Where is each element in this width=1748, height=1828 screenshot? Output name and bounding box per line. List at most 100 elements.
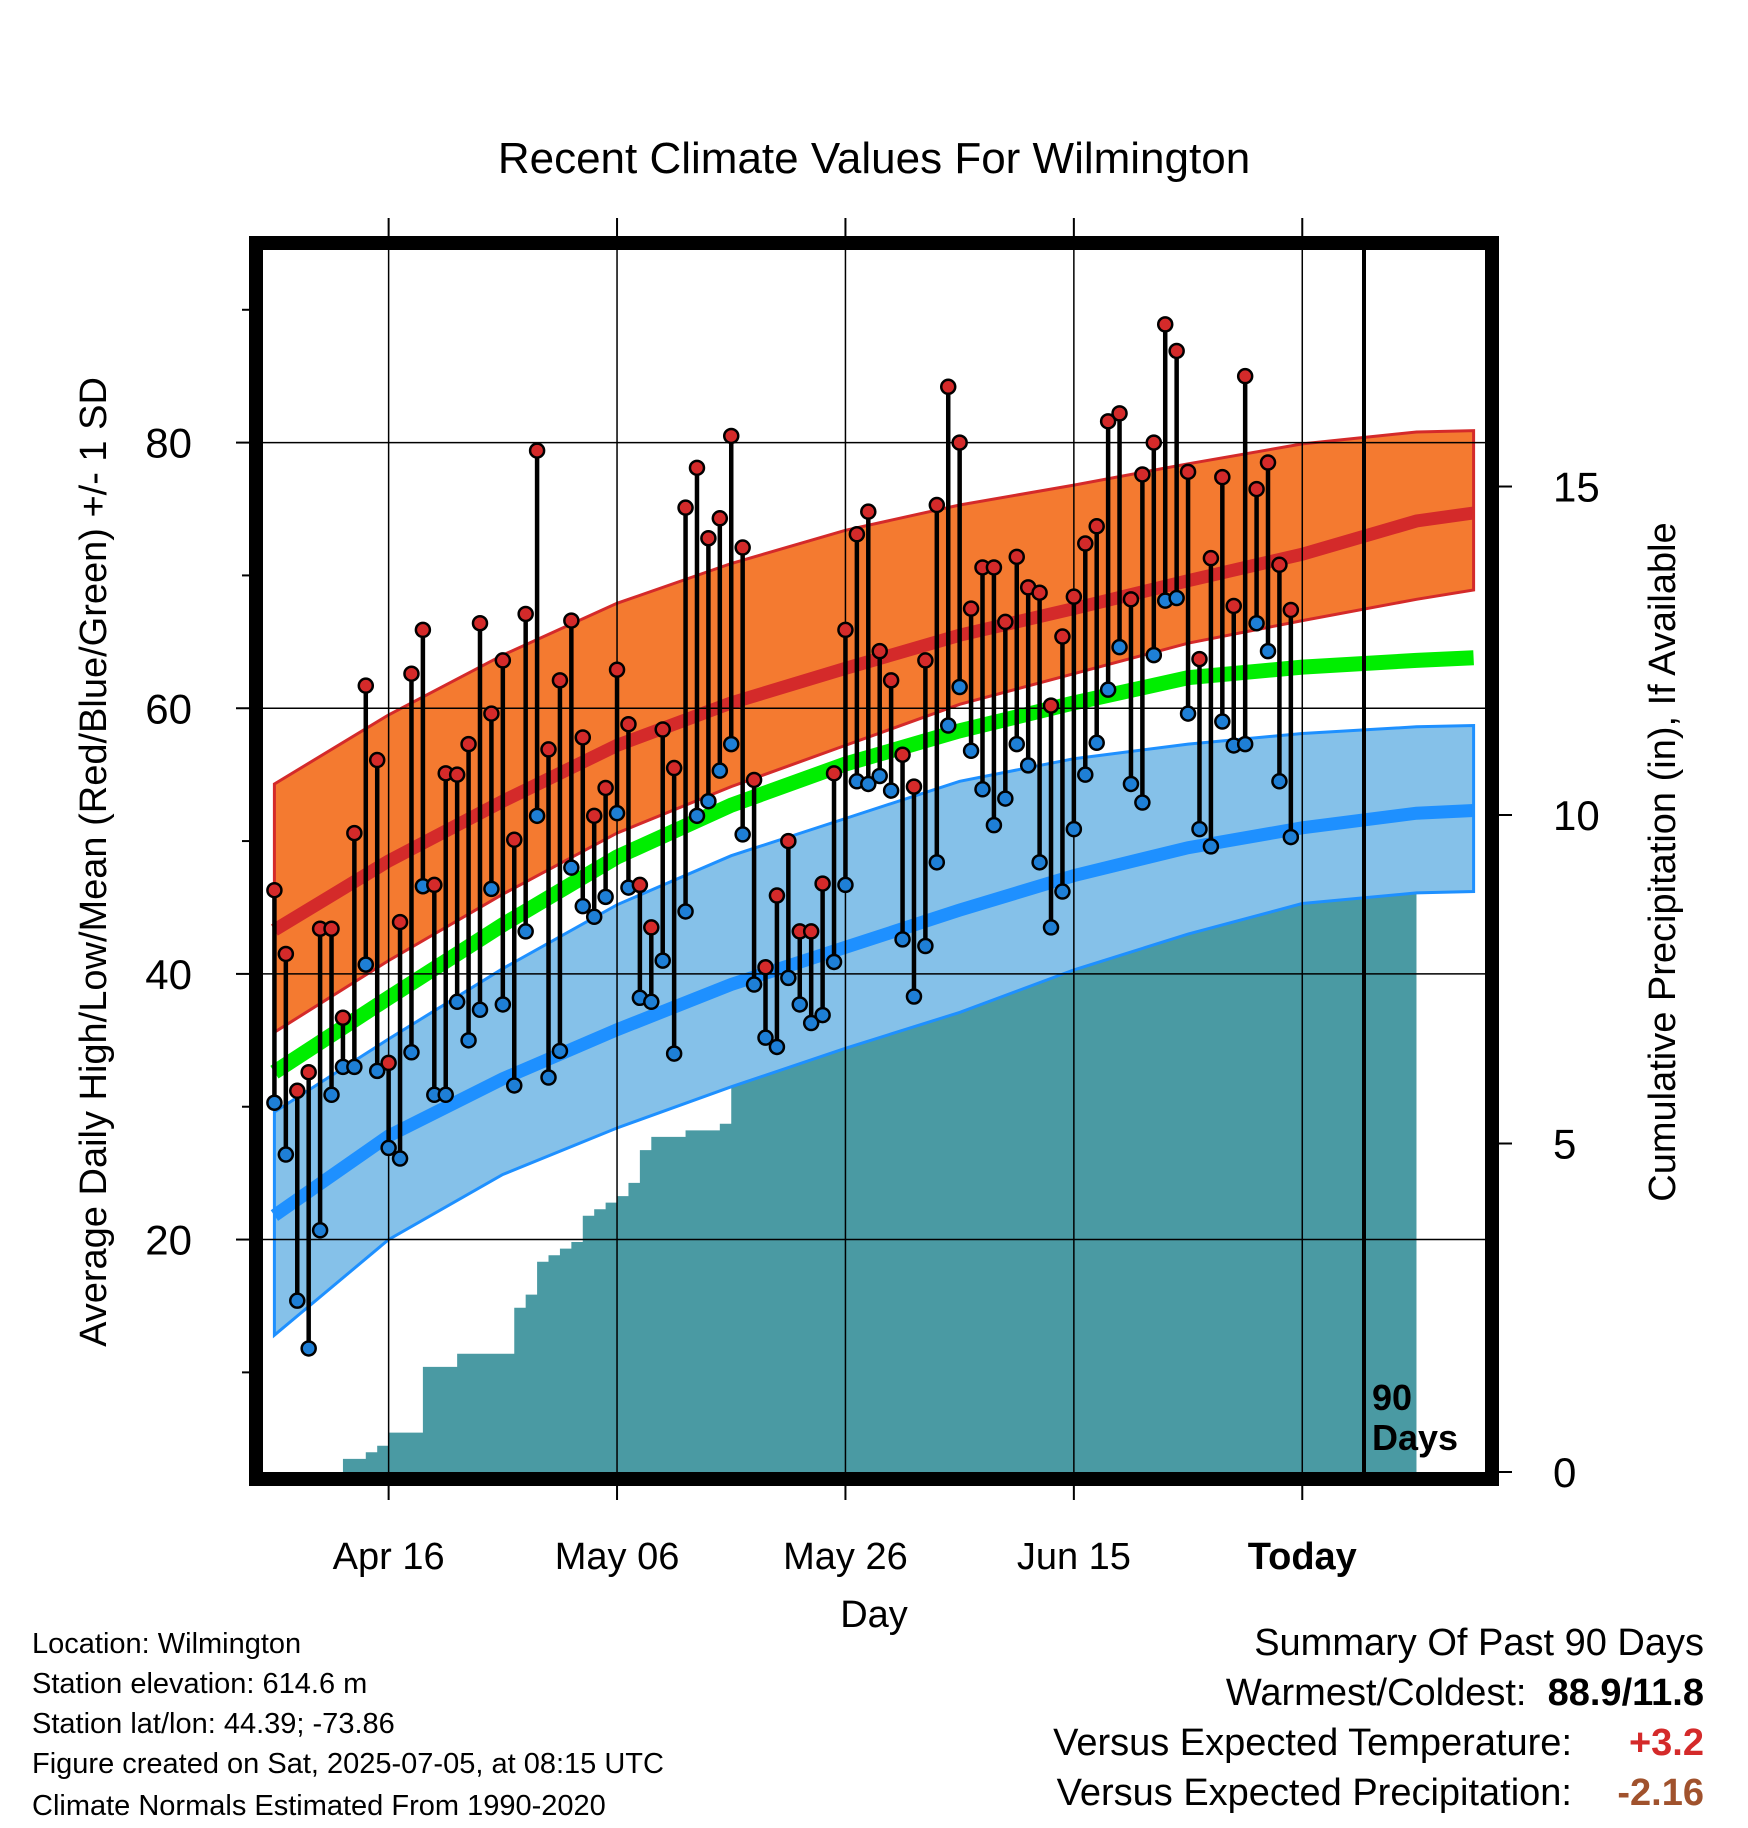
obs-low-point bbox=[1077, 766, 1094, 783]
axes-group: 20 40 60 80 0 5 10 15 Apr 16 May 06 May 26 Jun 15 To… bbox=[145, 218, 1600, 1578]
warm-cold-label: Warmest/Coldest: bbox=[1225, 1672, 1527, 1714]
obs-low-point bbox=[734, 826, 751, 843]
obs-low-point bbox=[528, 807, 546, 825]
obs-low-point bbox=[1065, 820, 1083, 838]
obs-low-point bbox=[357, 956, 375, 973]
obs-low-point bbox=[266, 1094, 283, 1111]
plot-frame bbox=[249, 236, 1499, 1486]
obs-high-point bbox=[848, 525, 866, 543]
obs-low-point bbox=[540, 1069, 557, 1086]
obs-low-point bbox=[483, 880, 500, 898]
obs-high-point bbox=[266, 881, 283, 899]
obs-high-point bbox=[677, 499, 694, 516]
obs-high-point bbox=[1042, 697, 1060, 714]
obs-high-point bbox=[368, 751, 386, 769]
obs-low-point bbox=[722, 735, 740, 753]
y-tick-label: 40 bbox=[145, 951, 192, 998]
obs-high-point bbox=[597, 779, 614, 797]
obs-high-point bbox=[1008, 548, 1026, 566]
obs-low-point bbox=[1019, 757, 1037, 774]
obs-low-point bbox=[1248, 614, 1265, 632]
x-tick-label: May 26 bbox=[783, 1536, 908, 1578]
chart-title: Recent Climate Values For Wilmington bbox=[498, 134, 1250, 183]
obs-low-point bbox=[985, 816, 1003, 834]
obs-high-point bbox=[871, 642, 888, 660]
y-right-axis-label: Cumulative Precipitation (in), If Availa… bbox=[1642, 522, 1684, 1201]
obs-low-point bbox=[346, 1058, 363, 1076]
obs-high-point bbox=[1202, 549, 1220, 567]
y-tick-label: 80 bbox=[145, 420, 192, 467]
footer-latlon: Station lat/lon: 44.39; -73.86 bbox=[32, 1708, 395, 1740]
obs-low-point bbox=[403, 1044, 420, 1061]
obs-high-point bbox=[1156, 316, 1174, 333]
precip-label: Versus Expected Precipitation: bbox=[1056, 1772, 1572, 1814]
obs-low-point bbox=[574, 897, 592, 915]
obs-low-point bbox=[997, 790, 1014, 807]
obs-high-point bbox=[962, 600, 980, 617]
temp-value: +3.2 bbox=[1628, 1722, 1704, 1764]
obs-low-point bbox=[1282, 828, 1300, 846]
obs-high-point bbox=[1214, 468, 1231, 486]
obs-high-point bbox=[540, 741, 557, 758]
days-label: 90 Days bbox=[1372, 1377, 1458, 1458]
obs-high-point bbox=[403, 665, 420, 682]
obs-low-point bbox=[277, 1146, 295, 1163]
y-right-tick-label: 5 bbox=[1553, 1121, 1576, 1168]
obs-high-point bbox=[688, 459, 706, 477]
y-right-tick-label: 0 bbox=[1553, 1449, 1576, 1496]
warm-cold-value: 88.9/11.8 bbox=[1547, 1672, 1704, 1714]
obs-high-point bbox=[951, 434, 968, 451]
obs-high-point bbox=[277, 945, 295, 963]
obs-high-point bbox=[780, 832, 797, 850]
obs-low-point bbox=[437, 1086, 454, 1104]
obs-high-point bbox=[1145, 434, 1163, 451]
obs-high-point bbox=[574, 729, 592, 746]
obs-high-point bbox=[1271, 556, 1288, 574]
y-tick-label: 60 bbox=[145, 685, 192, 732]
obs-low-point bbox=[917, 937, 934, 955]
obs-high-point bbox=[700, 529, 717, 547]
obs-low-point bbox=[311, 1222, 329, 1239]
x-axis-label: Day bbox=[840, 1594, 908, 1636]
obs-low-point bbox=[757, 1029, 774, 1046]
obs-high-point bbox=[905, 778, 923, 795]
obs-high-point bbox=[1259, 454, 1277, 471]
obs-high-point bbox=[1077, 535, 1094, 552]
obs-high-point bbox=[631, 876, 649, 894]
obs-high-point bbox=[1282, 601, 1300, 619]
obs-high-point bbox=[825, 765, 843, 782]
obs-low-point bbox=[939, 717, 957, 734]
obs-high-point bbox=[802, 923, 820, 940]
obs-high-point bbox=[722, 427, 740, 445]
obs-high-point bbox=[517, 605, 534, 623]
obs-low-point bbox=[1111, 638, 1128, 656]
obs-low-point bbox=[448, 993, 466, 1011]
obs-low-point bbox=[1259, 642, 1277, 660]
obs-low-point bbox=[1191, 820, 1208, 838]
obs-high-point bbox=[1191, 650, 1208, 668]
obs-low-point bbox=[391, 1150, 409, 1167]
obs-low-point bbox=[711, 762, 729, 779]
obs-high-point bbox=[1099, 413, 1117, 430]
obs-high-point bbox=[448, 766, 466, 783]
footer-created: Figure created on Sat, 2025-07-05, at 08… bbox=[32, 1748, 664, 1780]
summary-heading-text: Summary Of Past 90 Days bbox=[1254, 1622, 1704, 1664]
obs-low-point bbox=[551, 1042, 569, 1060]
obs-high-point bbox=[711, 510, 729, 527]
obs-low-point bbox=[1145, 646, 1163, 664]
x-tick-label: May 06 bbox=[555, 1536, 680, 1578]
obs-high-point bbox=[391, 913, 409, 931]
obs-high-point bbox=[585, 807, 603, 825]
obs-high-point bbox=[1179, 463, 1197, 481]
obs-low-point bbox=[654, 952, 671, 969]
obs-high-point bbox=[620, 715, 637, 733]
obs-high-point bbox=[1122, 591, 1140, 608]
obs-low-point bbox=[1008, 735, 1026, 753]
obs-high-point bbox=[643, 919, 660, 936]
obs-low-point bbox=[871, 767, 888, 785]
obs-high-point bbox=[665, 759, 683, 777]
obs-high-point bbox=[654, 721, 671, 738]
obs-low-point bbox=[802, 1014, 820, 1032]
days-label-line: 90 bbox=[1372, 1377, 1412, 1418]
obs-high-point bbox=[745, 771, 763, 789]
